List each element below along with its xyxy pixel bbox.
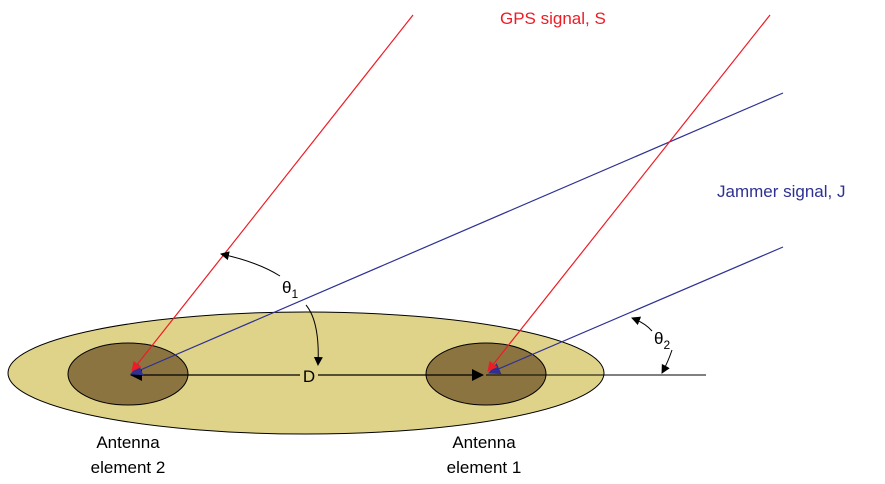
theta1-subscript: 1 [291,287,298,301]
theta2-label: θ2 [654,329,670,352]
theta2-arc-lower [661,349,673,374]
theta2-subscript: 2 [663,338,670,352]
theta1-arc-upper [220,251,281,277]
antenna-element-1-line1: Antenna [452,433,516,452]
theta2-arc-upper [631,316,653,332]
antenna-element-2 [67,342,189,406]
theta1-label: θ1 [282,278,298,301]
gps-ray-element-2 [131,14,414,372]
antenna-element-1-line2: element 1 [447,458,522,477]
antenna-element-2-line1: Antenna [96,433,160,452]
antenna-element-2-line2: element 2 [91,458,166,477]
jammer-signal-label: Jammer signal, J [717,182,845,201]
theta1-arc-lower [305,304,323,366]
gps-signal-label: GPS signal, S [500,9,606,28]
antenna-element-2-label: Antenna element 2 [91,433,166,477]
theta2-symbol: θ [654,329,663,348]
antenna-element-1-label: Antenna element 1 [447,433,522,477]
theta1-symbol: θ [282,278,291,297]
baseline-label: D [303,367,315,386]
gps-ray-element-1 [487,14,771,372]
platform-ellipse [7,311,605,435]
jammer-ray-element-1 [488,246,784,375]
antenna-element-1 [425,342,547,406]
jammer-ray-element-2 [130,92,784,376]
